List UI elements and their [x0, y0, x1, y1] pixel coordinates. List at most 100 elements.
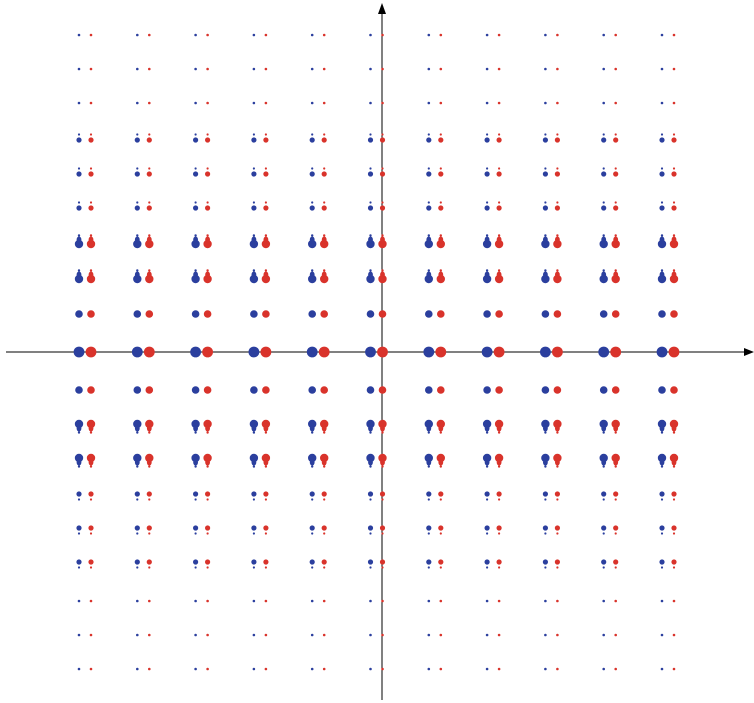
blue-dot-tip	[485, 269, 489, 272]
blue-dot	[251, 559, 257, 565]
blue-dot	[136, 67, 139, 71]
blue-dot-tip	[602, 234, 605, 237]
blue-dot	[134, 137, 140, 143]
red-dot-lobe	[496, 236, 502, 243]
red-dot-tip	[614, 532, 617, 535]
blue-dot	[427, 33, 431, 37]
blue-dot-lobe	[251, 425, 257, 432]
blue-dot-tip	[194, 566, 197, 569]
blue-dot	[482, 453, 492, 463]
red-dot	[672, 667, 676, 671]
blue-dot-lobe	[309, 459, 315, 466]
red-dot	[495, 386, 503, 394]
blue-dot	[367, 171, 374, 177]
blue-dot	[308, 310, 317, 318]
blue-dot-tip	[369, 201, 372, 204]
red-dot-tip	[381, 566, 384, 569]
red-dot	[206, 101, 209, 105]
red-dot-tip	[89, 431, 93, 434]
blue-dot-tip	[544, 133, 547, 136]
blue-dot-tip	[194, 167, 197, 170]
blue-dot	[249, 274, 259, 284]
blue-dot	[134, 171, 140, 177]
red-dot	[436, 274, 445, 284]
red-dot-lobe	[88, 425, 94, 432]
red-dot-tip	[498, 532, 501, 535]
blue-dot	[76, 171, 82, 177]
blue-dot-tip	[486, 566, 489, 569]
blue-dot-tip	[194, 201, 197, 204]
blue-dot	[136, 101, 139, 105]
blue-dot	[485, 667, 489, 671]
blue-dot-tip	[486, 201, 489, 204]
blue-dot-tip	[252, 566, 255, 569]
red-dot	[438, 491, 444, 497]
blue-dot	[485, 67, 489, 71]
blue-dot	[485, 633, 489, 637]
red-dot-tip	[148, 201, 151, 204]
red-dot	[497, 67, 501, 71]
blue-dot-lobe	[543, 425, 548, 432]
red-dot	[672, 599, 676, 603]
blue-dot	[544, 101, 547, 105]
blue-dot-tip	[136, 167, 139, 170]
blue-dot	[76, 491, 82, 497]
blue-dot-lobe	[309, 425, 315, 432]
red-dot	[205, 137, 211, 143]
red-dot-tip	[498, 566, 501, 569]
red-dot-tip	[206, 532, 209, 535]
blue-dot-tip	[486, 133, 489, 136]
blue-dot-lobe	[601, 236, 607, 243]
red-dot	[320, 453, 329, 463]
red-dot	[553, 419, 562, 429]
red-dot	[206, 667, 209, 671]
red-dot-tip	[672, 167, 676, 170]
red-dot-tip	[381, 532, 384, 535]
red-dot-tip	[672, 431, 676, 434]
blue-dot-lobe	[368, 271, 373, 278]
red-dot-lobe	[671, 271, 677, 278]
red-dot	[671, 171, 677, 177]
red-dot-tip	[439, 431, 442, 434]
red-dot-tip	[89, 269, 93, 272]
blue-dot-tip	[602, 133, 605, 136]
red-dot	[86, 239, 96, 249]
red-dot	[206, 67, 209, 71]
blue-dot	[131, 346, 143, 358]
red-dot-lobe	[88, 271, 94, 278]
blue-dot-tip	[311, 133, 314, 136]
red-dot	[437, 310, 445, 318]
blue-dot	[74, 274, 84, 284]
blue-dot-tip	[311, 532, 314, 535]
red-dot	[88, 491, 94, 497]
red-dot-tip	[264, 167, 267, 170]
red-dot	[672, 633, 676, 637]
blue-dot	[191, 239, 200, 249]
red-dot	[322, 67, 326, 71]
red-dot-tip	[672, 532, 676, 535]
blue-dot	[194, 599, 197, 603]
red-dot	[148, 67, 151, 71]
blue-dot	[75, 386, 83, 394]
blue-dot	[310, 633, 314, 637]
red-dot-tip	[206, 201, 209, 204]
blue-dot-tip	[77, 431, 81, 434]
red-dot-lobe	[613, 425, 619, 432]
red-dot	[264, 101, 268, 105]
red-dot	[614, 67, 617, 71]
red-dot-tip	[264, 431, 268, 434]
blue-dot	[133, 274, 142, 284]
red-dot-tip	[89, 201, 93, 204]
blue-dot	[544, 667, 547, 671]
blue-dot	[602, 633, 605, 637]
blue-dot	[308, 453, 317, 463]
red-dot	[670, 310, 678, 318]
red-dot	[146, 559, 152, 565]
red-dot-tip	[381, 167, 384, 170]
blue-dot	[134, 491, 140, 497]
blue-dot-tip	[427, 498, 430, 501]
red-dot	[148, 33, 151, 37]
blue-dot	[485, 101, 489, 105]
blue-dot-tip	[252, 201, 255, 204]
red-dot	[668, 346, 680, 358]
